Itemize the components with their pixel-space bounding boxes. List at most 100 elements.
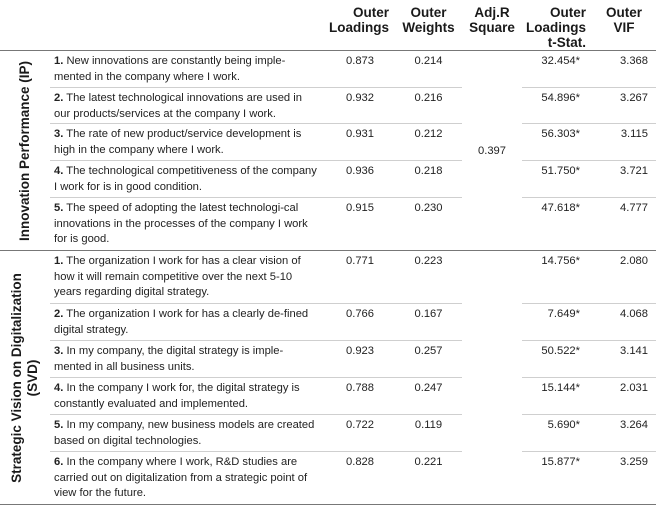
table-row: 4. In the company I work for, the digita… [0, 377, 656, 415]
outer-loading-cell: 0.771 [325, 250, 395, 304]
item-text-cell: 1. New innovations are constantly being … [50, 50, 325, 88]
t-stat-cell: 47.618* [522, 197, 592, 251]
construct-label-line1: Strategic Vision on Digitalization [9, 272, 24, 483]
construct-label: Innovation Performance (IP) [17, 47, 33, 254]
adj-r-square-header: Adj.R Square [462, 0, 522, 51]
item-header [50, 0, 325, 51]
outer-vif-header: Outer VIF [592, 0, 656, 51]
item-text-cell: 2. The organization I work for has a cle… [50, 303, 325, 341]
table-row: 5. The speed of adopting the latest tech… [0, 197, 656, 251]
t-stat-cell: 14.756* [522, 250, 592, 304]
outer-weight-cell: 0.119 [395, 414, 462, 452]
adj-r-square-cell: 0.397 [462, 50, 522, 251]
t-stat-cell: 15.877* [522, 451, 592, 505]
t-stat-cell: 5.690* [522, 414, 592, 452]
outer-weight-cell: 0.218 [395, 160, 462, 198]
vif-cell: 3.721 [592, 160, 656, 198]
vif-cell: 3.368 [592, 50, 656, 88]
t-stat-cell: 15.144* [522, 377, 592, 415]
table-row: Innovation Performance (IP) 1. New innova… [0, 50, 656, 251]
vif-cell: 3.259 [592, 451, 656, 505]
outer-weight-cell: 0.247 [395, 377, 462, 415]
item-text: The organization I work for has a clear … [54, 255, 301, 298]
outer-loading-cell: 0.873 [325, 50, 395, 88]
vif-cell: 2.031 [592, 377, 656, 415]
outer-loading-cell: 0.766 [325, 303, 395, 341]
vif-cell: 2.080 [592, 250, 656, 304]
item-number: 6. [54, 456, 64, 468]
outer-loading-cell: 0.915 [325, 197, 395, 251]
item-text: The speed of adopting the latest technol… [54, 202, 308, 245]
outer-loading-cell: 0.936 [325, 160, 395, 198]
outer-loadings-header: Outer Loadings [325, 0, 395, 51]
item-text-cell: 4. The technological competitiveness of … [50, 160, 325, 198]
header-row: Outer Loadings Outer Weights Adj.R Squar… [0, 0, 656, 51]
item-text: The latest technological innovations are… [54, 92, 302, 120]
vif-cell: 4.068 [592, 303, 656, 341]
outer-weight-cell: 0.230 [395, 197, 462, 251]
outer-loading-cell: 0.931 [325, 123, 395, 161]
adj-r-square-cell [462, 250, 522, 505]
outer-weight-cell: 0.216 [395, 87, 462, 124]
item-text-cell: 5. The speed of adopting the latest tech… [50, 197, 325, 251]
outer-weight-cell: 0.257 [395, 340, 462, 378]
item-text-cell: 3. The rate of new product/service devel… [50, 123, 325, 161]
item-number: 3. [54, 128, 64, 140]
construct-label-line2: (SVD) [25, 359, 40, 396]
construct-label-line1: Innovation Performance (IP) [17, 60, 32, 241]
t-stat-cell: 56.303* [522, 123, 592, 161]
vif-cell: 3.267 [592, 87, 656, 124]
table-row: 2. The organization I work for has a cle… [0, 303, 656, 341]
item-number: 4. [54, 382, 64, 394]
item-text-cell: 5. In my company, new business models ar… [50, 414, 325, 452]
vif-cell: 3.264 [592, 414, 656, 452]
outer-loading-cell: 0.923 [325, 340, 395, 378]
corner-header [0, 0, 50, 51]
item-number: 2. [54, 92, 64, 104]
item-text-cell: 4. In the company I work for, the digita… [50, 377, 325, 415]
t-stat-header: Outer Loadings t-Stat. [522, 0, 592, 51]
item-text: In the company where I work, R&D studies… [54, 456, 308, 499]
item-number: 1. [54, 255, 64, 267]
item-text-cell: 1. The organization I work for has a cle… [50, 250, 325, 304]
t-stat-cell: 54.896* [522, 87, 592, 124]
table-row: 4. The technological competitiveness of … [0, 160, 656, 198]
outer-loading-cell: 0.722 [325, 414, 395, 452]
outer-weight-cell: 0.214 [395, 50, 462, 88]
item-text: In the company I work for, the digital s… [54, 382, 300, 410]
outer-weight-cell: 0.221 [395, 451, 462, 505]
table-row: 2. The latest technological innovations … [0, 87, 656, 124]
vif-cell: 3.141 [592, 340, 656, 378]
item-text: The organization I work for has a clearl… [54, 308, 309, 336]
outer-weight-cell: 0.223 [395, 250, 462, 304]
outer-loading-cell: 0.932 [325, 87, 395, 124]
t-stat-cell: 7.649* [522, 303, 592, 341]
table-body: Innovation Performance (IP) 1. New innova… [0, 50, 656, 505]
table-row: 5. In my company, new business models ar… [0, 414, 656, 452]
vif-cell: 3.115 [592, 123, 656, 161]
construct-label-cell: Strategic Vision on Digitalization (SVD) [0, 250, 50, 505]
t-stat-cell: 50.522* [522, 340, 592, 378]
item-text: The technological competitiveness of the… [54, 165, 317, 193]
item-text-cell: 6. In the company where I work, R&D stud… [50, 451, 325, 505]
outer-loading-cell: 0.788 [325, 377, 395, 415]
table-row: 3. The rate of new product/service devel… [0, 123, 656, 161]
item-number: 1. [54, 55, 64, 67]
table-row: 3. In my company, the digital strategy i… [0, 340, 656, 378]
item-text-cell: 3. In my company, the digital strategy i… [50, 340, 325, 378]
outer-weights-header: Outer Weights [395, 0, 462, 51]
item-number: 3. [54, 345, 64, 357]
outer-weight-cell: 0.212 [395, 123, 462, 161]
item-text: In my company, new business models are c… [54, 419, 315, 447]
item-text-cell: 2. The latest technological innovations … [50, 87, 325, 124]
t-stat-cell: 32.454* [522, 50, 592, 88]
t-stat-cell: 51.750* [522, 160, 592, 198]
measurement-table: Outer Loadings Outer Weights Adj.R Squar… [0, 0, 656, 505]
construct-label-cell: Innovation Performance (IP) [0, 50, 50, 251]
item-text: In my company, the digital strategy is i… [54, 345, 284, 373]
outer-loading-cell: 0.828 [325, 451, 395, 505]
vif-cell: 4.777 [592, 197, 656, 251]
item-text: New innovations are constantly being imp… [54, 55, 286, 83]
item-number: 4. [54, 165, 64, 177]
item-number: 5. [54, 202, 64, 214]
